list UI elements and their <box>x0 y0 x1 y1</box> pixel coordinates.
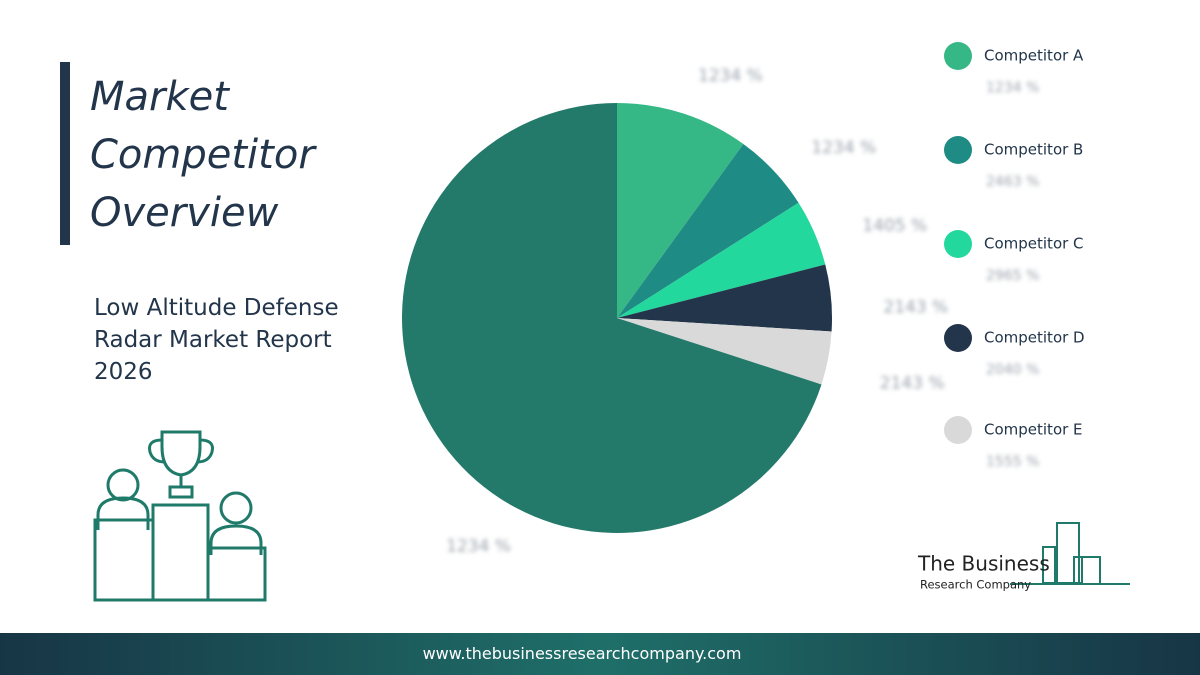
slice-label: 2143 % <box>883 298 948 318</box>
legend-value: 2463 % <box>986 174 1039 190</box>
pie-slice <box>402 103 822 533</box>
legend-swatch <box>944 136 972 164</box>
legend-label: Competitor A <box>984 47 1084 65</box>
legend-value: 2965 % <box>986 268 1039 284</box>
legend-swatch <box>944 42 972 70</box>
slice-label: 1234 % <box>446 537 511 557</box>
accent-bar <box>60 62 70 245</box>
slice-label: 2143 % <box>880 374 945 394</box>
chart: The Business Research Company 1234 % 1234… <box>60 42 1130 602</box>
chart-title: Market Competitor Overview <box>90 74 315 236</box>
legend-swatch <box>944 230 972 258</box>
chart-subtitle: Low Altitude Defense Radar Market Report… <box>94 295 339 385</box>
legend-value: 1234 % <box>986 80 1039 96</box>
legend-swatch <box>944 416 972 444</box>
legend-label: Competitor B <box>984 141 1083 159</box>
logo-mark <box>1010 522 1130 585</box>
slice-label: 1234 % <box>698 66 763 86</box>
legend-label: Competitor C <box>984 235 1084 253</box>
pie-slice <box>617 264 832 332</box>
legend-value: 1555 % <box>986 454 1039 470</box>
pie-slice <box>617 318 832 385</box>
podium-icon <box>93 430 267 602</box>
slice-label: 1405 % <box>862 216 927 236</box>
legend-label: Competitor E <box>984 421 1083 439</box>
pie-slice <box>617 103 744 318</box>
slice-label: 1234 % <box>811 138 876 158</box>
legend-label: Competitor D <box>984 329 1085 347</box>
logo-name: The Business <box>917 552 1050 576</box>
legend-swatch <box>944 324 972 352</box>
footer-bar <box>0 633 1200 675</box>
pie-slice <box>617 144 799 318</box>
pie-slice <box>617 202 826 318</box>
footer-url: www.thebusinessresearchcompany.com <box>422 644 742 663</box>
legend-value: 2040 % <box>986 362 1039 378</box>
logo-subname: Research Company <box>920 578 1031 592</box>
